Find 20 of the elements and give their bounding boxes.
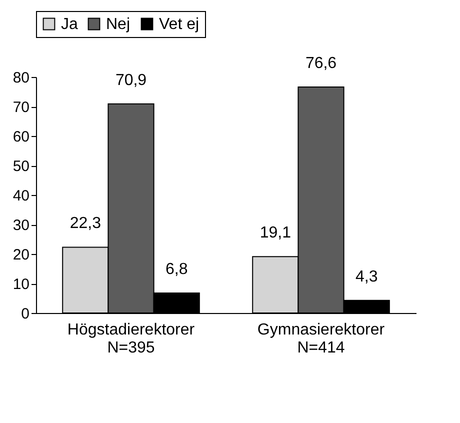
data-label: 4,3: [355, 268, 378, 286]
y-tick-label: 0: [21, 306, 30, 322]
data-label: 70,9: [115, 72, 147, 89]
x-tick-label: Gymnasierektorer N=414: [257, 322, 386, 356]
y-tick-label: 80: [12, 70, 30, 86]
data-label: 22,3: [70, 215, 102, 232]
data-label: 6,8: [165, 260, 188, 278]
data-label: 76,6: [305, 55, 337, 72]
data-label: 19,1: [260, 224, 292, 242]
y-tick-label: 10: [12, 276, 30, 293]
x-tick-label: Högstadierektorer N=395: [67, 322, 196, 356]
legend-label: Ja: [61, 16, 78, 33]
legend-label: Vet ej: [159, 16, 200, 33]
y-tick-label: 20: [12, 246, 30, 264]
legend-label: Nej: [106, 16, 130, 33]
y-tick-label: 70: [12, 99, 30, 116]
y-tick-label: 50: [12, 158, 30, 175]
y-tick-label: 40: [12, 188, 30, 204]
y-tick-label: 60: [12, 128, 30, 146]
y-tick-label: 30: [12, 217, 30, 234]
